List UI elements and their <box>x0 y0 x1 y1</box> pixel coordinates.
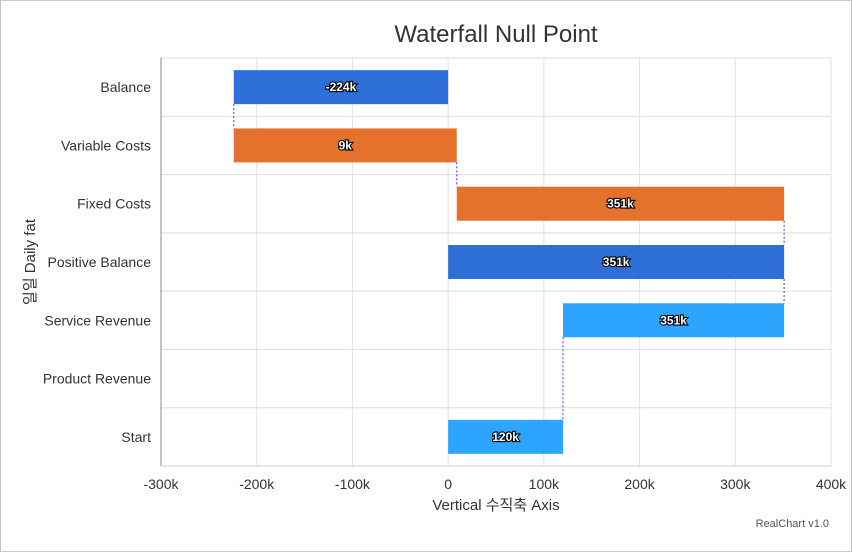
x-tick-label: -100k <box>335 476 371 492</box>
data-label: 9k <box>339 138 353 152</box>
x-tick-label: -300k <box>143 476 179 492</box>
x-axis-ticks: -300k -200k -100k 0 100k 200k 300k 400k <box>143 476 847 492</box>
data-label: 351k <box>603 255 630 269</box>
x-axis-title: Vertical 수직축 Axis <box>432 497 559 514</box>
x-tick-label: 100k <box>529 476 560 492</box>
bar <box>563 303 785 338</box>
bar <box>233 128 457 163</box>
grid <box>160 57 832 467</box>
x-tick-label: 300k <box>720 476 751 492</box>
bars <box>233 70 785 454</box>
data-label: 351k <box>660 313 687 327</box>
data-label: 120k <box>492 430 519 444</box>
x-tick-label: 200k <box>624 476 655 492</box>
y-category-label: Service Revenue <box>44 312 151 328</box>
y-category-label: Start <box>121 429 151 445</box>
y-category-label: Fixed Costs <box>77 196 151 212</box>
bar <box>448 419 563 454</box>
chart-title: Waterfall Null Point <box>394 21 598 48</box>
bar <box>233 70 449 105</box>
y-category-label: Product Revenue <box>43 371 151 387</box>
data-labels: 120k 351k 351k 351k 9k -224k <box>324 79 688 445</box>
x-tick-label: 0 <box>444 476 452 492</box>
bar <box>456 186 785 221</box>
y-axis-categories: Start Product Revenue Service Revenue Posit… <box>43 79 151 445</box>
connectors <box>233 104 785 420</box>
data-label: -224k <box>326 80 357 94</box>
credit-label: RealChart v1.0 <box>756 518 829 530</box>
y-category-label: Balance <box>100 79 151 95</box>
y-axis-title: 일일 Daily fat <box>22 218 39 305</box>
y-category-label: Variable Costs <box>61 137 151 153</box>
bar <box>448 245 785 279</box>
data-label: 351k <box>607 197 634 211</box>
x-tick-label: 400k <box>816 476 847 492</box>
y-category-label: Positive Balance <box>47 254 151 270</box>
x-tick-label: -200k <box>239 476 275 492</box>
